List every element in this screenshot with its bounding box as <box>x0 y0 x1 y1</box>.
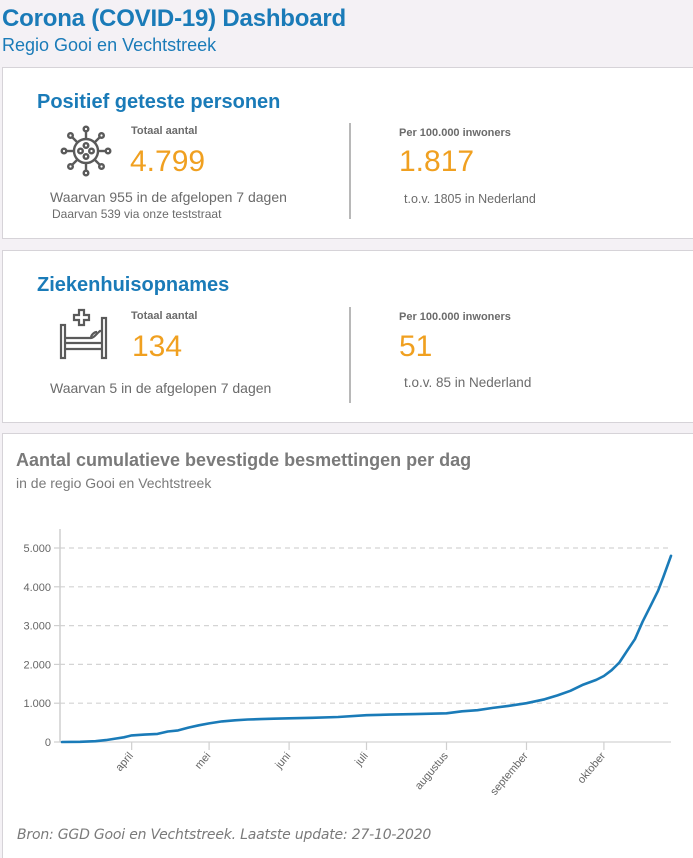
series-line <box>60 554 673 744</box>
hospital-bed-icon <box>59 308 108 360</box>
per100k-value: 1.817 <box>399 145 475 178</box>
page-subtitle: Regio Gooi en Vechtstreek <box>2 35 217 55</box>
x-tick-label: september <box>488 750 531 798</box>
cumulative-infections-chart: 0 1.000 2.000 3.000 4.000 5.000 april mei juni j… <box>23 529 673 798</box>
positive-tests-card: Positief geteste personen Totaal aantal … <box>2 67 693 239</box>
total-label: Totaal aantal <box>131 125 198 137</box>
dashboard-header: Corona (COVID-19) Dashboard Regio Gooi e… <box>2 4 346 56</box>
y-tick-label: 1.000 <box>23 698 51 710</box>
column-divider <box>349 123 351 219</box>
virus-icon <box>60 125 112 177</box>
column-divider <box>349 307 351 403</box>
per100k-value: 51 <box>399 330 433 363</box>
page-title: Corona (COVID-19) Dashboard <box>2 5 346 32</box>
card-title: Positief geteste personen <box>37 91 281 113</box>
y-tick-label: 4.000 <box>23 582 51 594</box>
teststraat-note: Daarvan 539 via onze teststraat <box>52 207 222 221</box>
y-axis: 0 1.000 2.000 3.000 4.000 5.000 <box>23 529 61 749</box>
y-tick-label: 2.000 <box>23 659 51 671</box>
y-tick-label: 3.000 <box>23 621 51 633</box>
x-tick-label: augustus <box>413 750 451 792</box>
cumulative-chart-card: Aantal cumulatieve bevestigde besmetting… <box>2 433 693 858</box>
per100k-label: Per 100.000 inwoners <box>399 311 511 323</box>
per100k-label: Per 100.000 inwoners <box>399 127 511 139</box>
per100k-comparison: t.o.v. 85 in Nederland <box>404 375 532 390</box>
y-tick-label: 0 <box>45 737 51 749</box>
card-title: Ziekenhuisopnames <box>37 274 230 296</box>
x-tick-label: juni <box>273 750 294 772</box>
x-tick-label: mei <box>193 750 214 771</box>
source-note: Bron: GGD Gooi en Vechtstreek. Laatste u… <box>17 827 432 843</box>
x-tick-label: april <box>113 750 136 774</box>
total-label: Totaal aantal <box>131 310 198 322</box>
chart-subtitle: in de regio Gooi en Vechtstreek <box>16 475 212 491</box>
chart-title: Aantal cumulatieve bevestigde besmetting… <box>16 450 472 470</box>
per100k-comparison: t.o.v. 1805 in Nederland <box>404 192 536 206</box>
total-value: 4.799 <box>130 145 206 178</box>
total-value: 134 <box>132 330 183 363</box>
y-tick-label: 5.000 <box>23 543 51 555</box>
hospital-admissions-card: Ziekenhuisopnames Totaal aantal 134 Waar… <box>2 250 693 423</box>
last-7-days-note: Waarvan 5 in de afgelopen 7 dagen <box>50 380 272 396</box>
grid-lines <box>60 547 671 743</box>
x-tick-label: oktober <box>575 750 608 786</box>
last-7-days-note: Waarvan 955 in de afgelopen 7 dagen <box>50 189 287 205</box>
x-tick-label: juli <box>352 750 370 769</box>
x-axis: april mei juni juli augustus september oktober <box>113 742 608 798</box>
